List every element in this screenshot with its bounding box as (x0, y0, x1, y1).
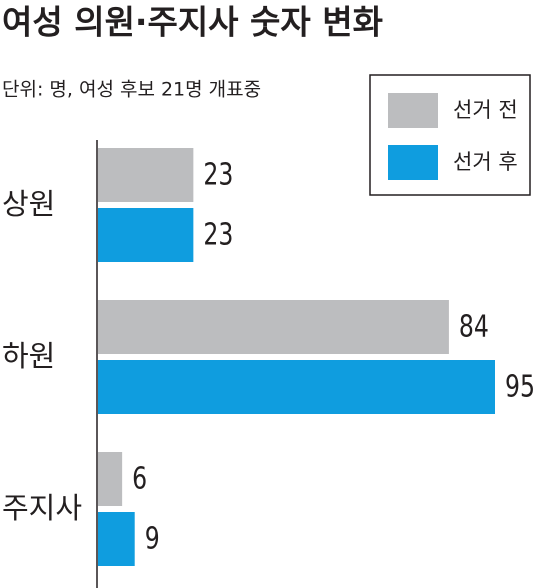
value-label: 23 (203, 218, 233, 253)
value-label: 9 (145, 522, 160, 557)
bar (98, 452, 123, 506)
category-label: 주지사 (2, 491, 82, 525)
bar (98, 300, 449, 354)
chart-subtitle: 단위: 명, 여성 후보 21명 개표중 (2, 79, 261, 101)
value-label: 84 (459, 310, 489, 345)
category-label: 하원 (2, 339, 55, 373)
value-label: 6 (132, 462, 147, 497)
legend-swatch (388, 145, 438, 180)
legend-label: 선거 후 (453, 150, 518, 174)
chart-title: 여성 의원·주지사 숫자 변화 (2, 3, 383, 42)
legend-swatch (388, 93, 438, 128)
bar (98, 360, 495, 414)
category-label: 상원 (2, 187, 55, 221)
bar (98, 512, 135, 566)
value-label: 23 (203, 158, 233, 193)
value-label: 95 (505, 370, 535, 405)
bar (98, 208, 194, 262)
bar (98, 148, 194, 202)
legend-label: 선거 전 (453, 98, 518, 122)
